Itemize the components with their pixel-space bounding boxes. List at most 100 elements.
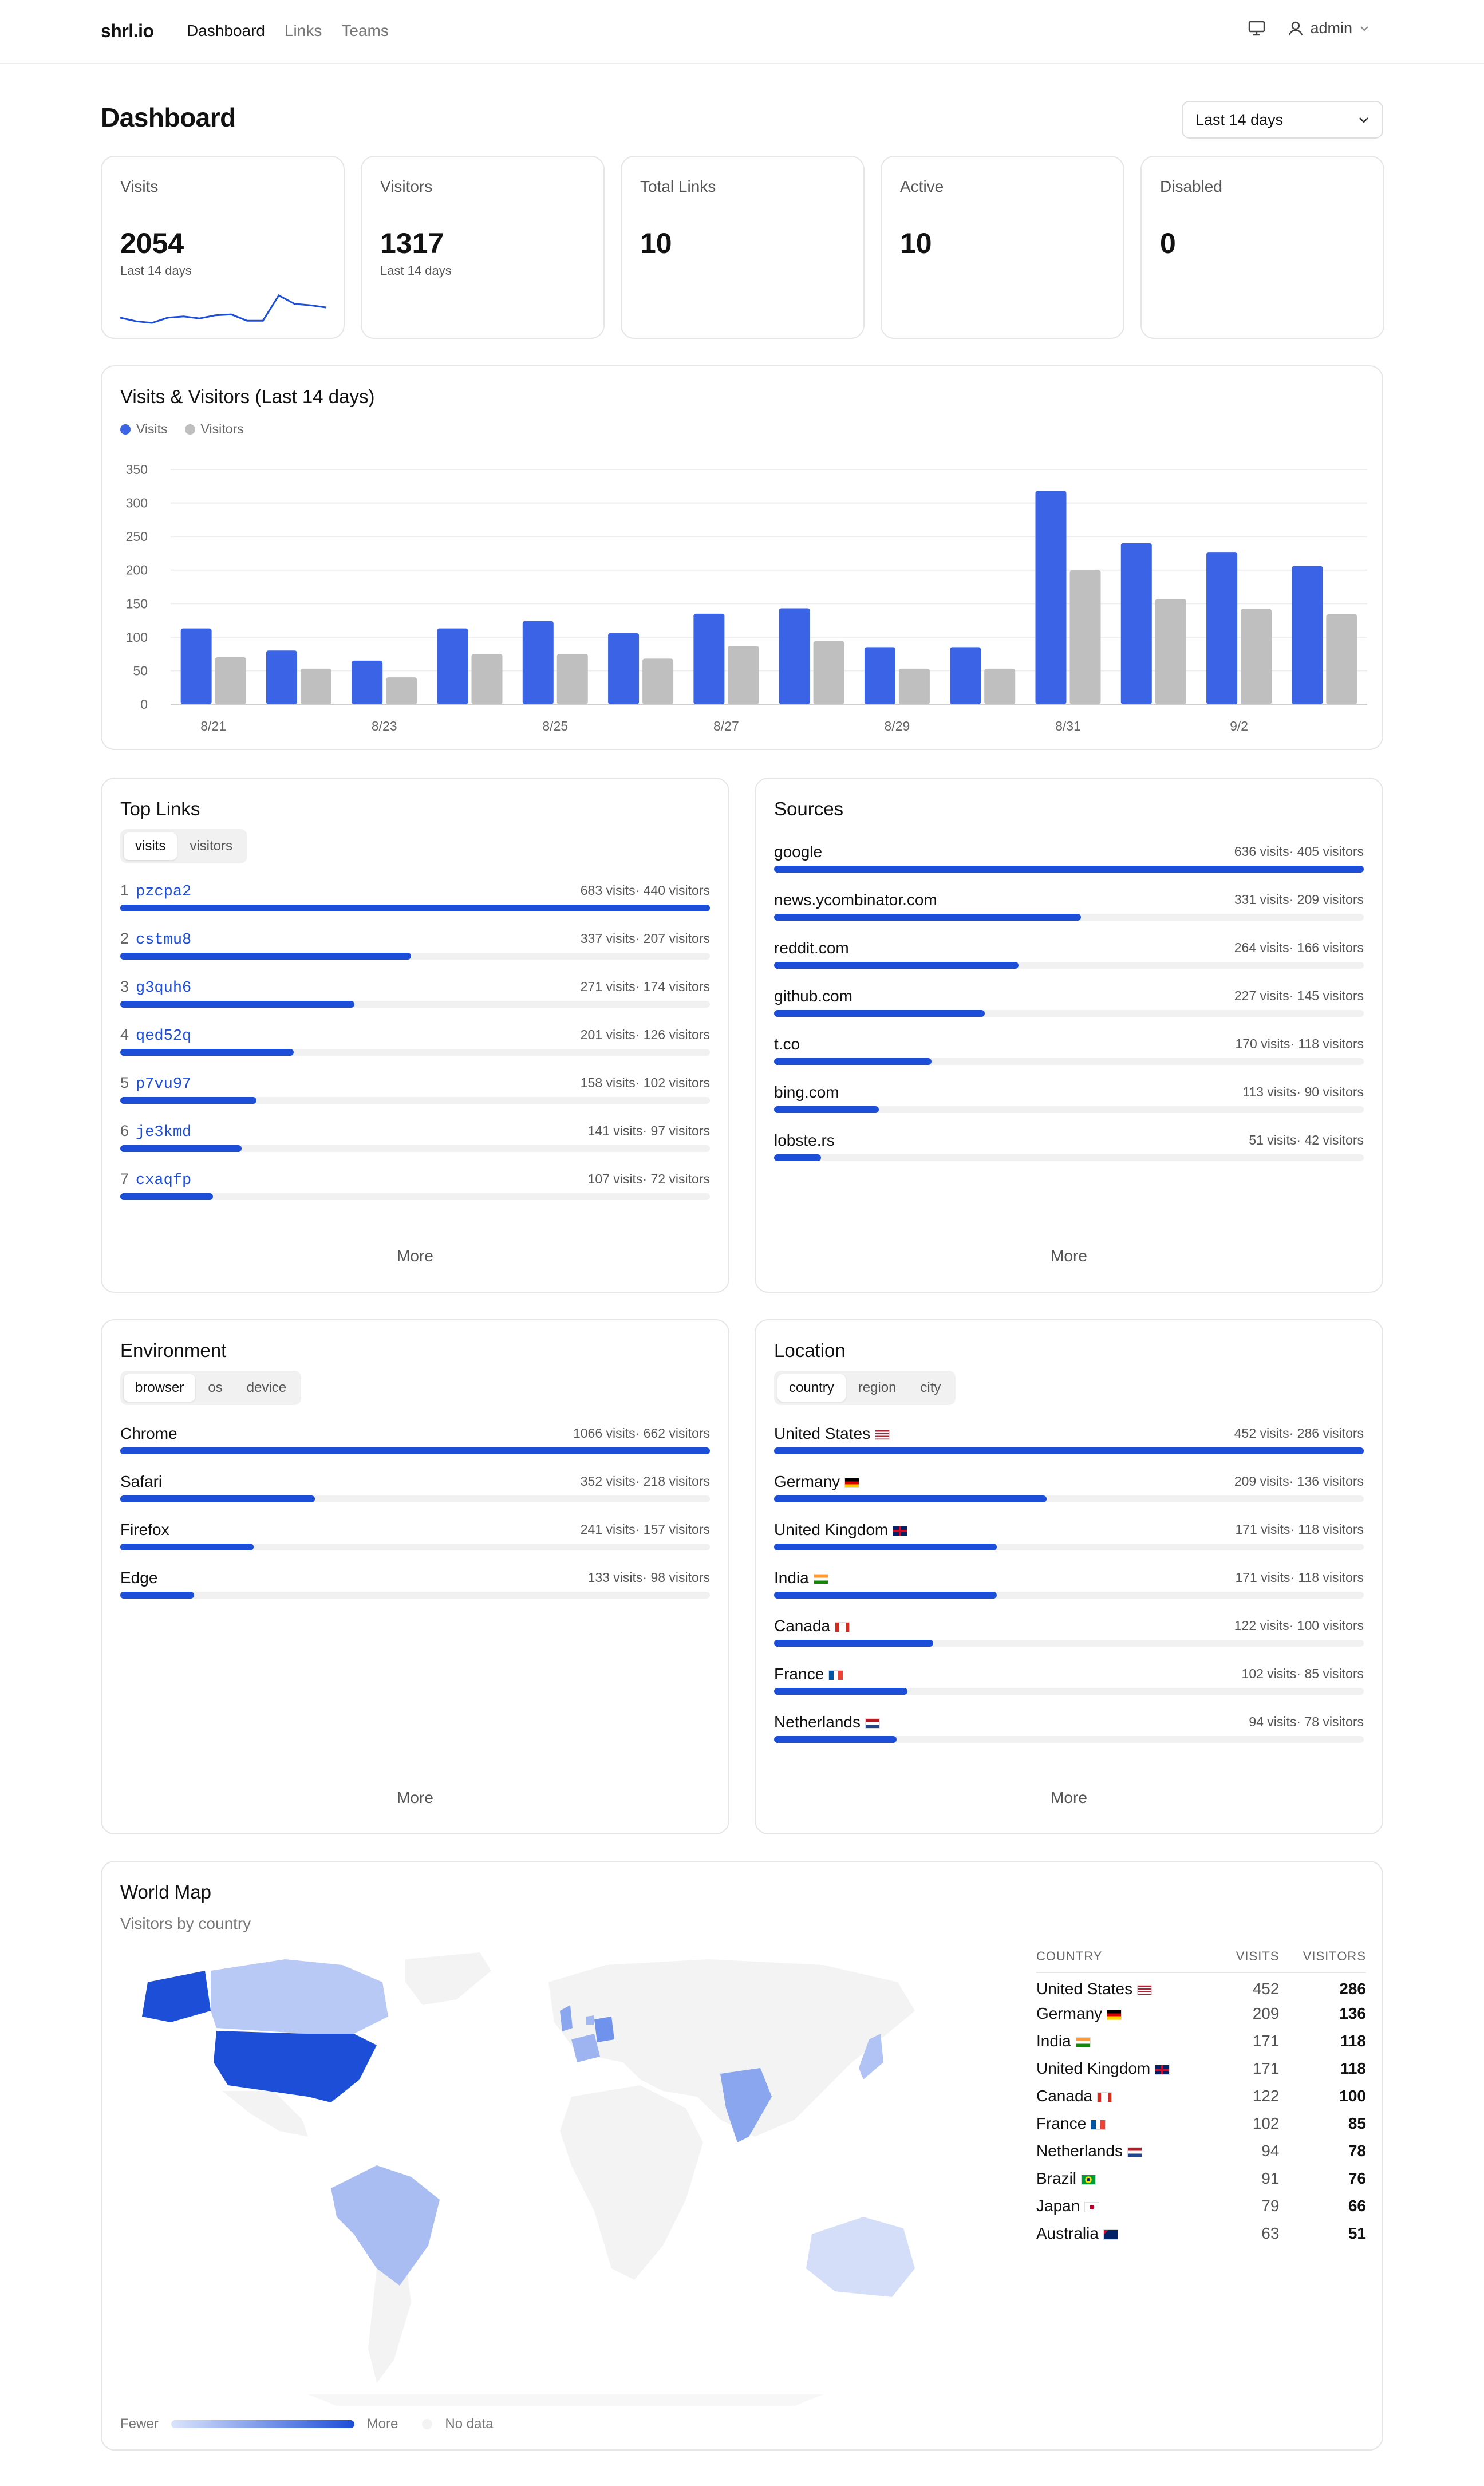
visits-bar[interactable] bbox=[522, 621, 554, 704]
row-name[interactable]: 5 p7vu97 bbox=[120, 1074, 191, 1093]
row-name[interactable]: 3 g3quh6 bbox=[120, 978, 191, 997]
sources-row[interactable]: google 636 visits· 405 visitors bbox=[774, 843, 1364, 891]
nav-teams[interactable]: Teams bbox=[341, 22, 389, 40]
row-name[interactable]: Edge bbox=[120, 1569, 157, 1587]
visitors-bar[interactable] bbox=[984, 668, 1016, 704]
visitors-bar[interactable] bbox=[471, 654, 503, 704]
visitors-bar[interactable] bbox=[386, 677, 417, 704]
location-more-button[interactable]: More bbox=[1051, 1789, 1087, 1806]
visits-bar[interactable] bbox=[352, 660, 383, 704]
location-row[interactable]: India 171 visits· 118 visitors bbox=[774, 1569, 1364, 1617]
map-alaska[interactable] bbox=[142, 1971, 211, 2022]
col-visitors[interactable]: VISITORS bbox=[1279, 1949, 1366, 1973]
visitors-bar[interactable] bbox=[813, 641, 844, 704]
tab-city[interactable]: city bbox=[920, 1380, 941, 1395]
row-name[interactable]: 2 cstmu8 bbox=[120, 930, 191, 949]
row-name[interactable]: Netherlands bbox=[774, 1713, 880, 1731]
user-menu[interactable]: admin bbox=[1288, 19, 1369, 37]
row-name[interactable]: github.com bbox=[774, 987, 852, 1005]
country-row[interactable]: Germany 209 136 bbox=[1036, 2000, 1366, 2027]
visitors-bar[interactable] bbox=[1155, 599, 1186, 704]
row-name[interactable]: 6 je3kmd bbox=[120, 1122, 191, 1141]
top-links-row[interactable]: 2 cstmu8 337 visits· 207 visitors bbox=[120, 930, 710, 978]
map-france[interactable] bbox=[571, 2034, 600, 2062]
row-name[interactable]: Chrome bbox=[120, 1424, 177, 1443]
visits-bar[interactable] bbox=[779, 608, 810, 704]
row-name[interactable]: google bbox=[774, 843, 822, 861]
map-japan[interactable] bbox=[859, 2034, 883, 2079]
map-usa[interactable] bbox=[214, 2031, 377, 2102]
visitors-bar[interactable] bbox=[642, 658, 674, 704]
country-row[interactable]: Japan 79 66 bbox=[1036, 2192, 1366, 2220]
sources-row[interactable]: news.ycombinator.com 331 visits· 209 visi… bbox=[774, 891, 1364, 939]
sources-row[interactable]: lobste.rs 51 visits· 42 visitors bbox=[774, 1131, 1364, 1179]
map-australia[interactable] bbox=[806, 2217, 915, 2297]
environment-row[interactable]: Chrome 1066 visits· 662 visitors bbox=[120, 1424, 710, 1473]
visits-bar[interactable] bbox=[437, 628, 468, 704]
map-germany[interactable] bbox=[594, 2017, 614, 2042]
legend-visitors[interactable]: Visitors bbox=[184, 421, 244, 437]
visitors-bar[interactable] bbox=[215, 657, 246, 704]
row-name[interactable]: lobste.rs bbox=[774, 1131, 835, 1150]
visitors-bar[interactable] bbox=[556, 654, 588, 704]
location-row[interactable]: Germany 209 visits· 136 visitors bbox=[774, 1473, 1364, 1521]
visits-bar[interactable] bbox=[1292, 566, 1323, 704]
visits-bar[interactable] bbox=[693, 613, 725, 704]
col-country[interactable]: COUNTRY bbox=[1036, 1949, 1220, 1973]
visits-bar[interactable] bbox=[864, 647, 895, 704]
map-brazil[interactable] bbox=[331, 2165, 440, 2286]
row-name[interactable]: 7 cxaqfp bbox=[120, 1170, 191, 1189]
col-visits[interactable]: VISITS bbox=[1219, 1949, 1280, 1973]
location-row[interactable]: Canada 122 visits· 100 visitors bbox=[774, 1617, 1364, 1665]
top-links-more-button[interactable]: More bbox=[397, 1247, 433, 1265]
environment-row[interactable]: Safari 352 visits· 218 visitors bbox=[120, 1473, 710, 1521]
row-name[interactable]: United Kingdom bbox=[774, 1521, 908, 1539]
map-eurasia[interactable] bbox=[548, 1959, 915, 2137]
visitors-bar[interactable] bbox=[300, 668, 331, 704]
row-name[interactable]: Safari bbox=[120, 1473, 162, 1491]
location-row[interactable]: United States 452 visits· 286 visitors bbox=[774, 1424, 1364, 1473]
map-greenland[interactable] bbox=[405, 1952, 491, 2005]
row-name[interactable]: United States bbox=[774, 1424, 890, 1443]
country-row[interactable]: India 171 118 bbox=[1036, 2027, 1366, 2055]
monitor-icon[interactable] bbox=[1248, 21, 1265, 37]
map-uk[interactable] bbox=[560, 2005, 573, 2031]
tab-visits[interactable]: visits bbox=[124, 832, 177, 860]
top-links-row[interactable]: 6 je3kmd 141 visits· 97 visitors bbox=[120, 1122, 710, 1170]
environment-row[interactable]: Edge 133 visits· 98 visitors bbox=[120, 1569, 710, 1617]
country-row[interactable]: Brazil 91 76 bbox=[1036, 2165, 1366, 2192]
row-name[interactable]: 1 pzcpa2 bbox=[120, 882, 191, 901]
visitors-bar[interactable] bbox=[1326, 614, 1357, 704]
map-canada[interactable] bbox=[211, 1959, 388, 2034]
visitors-bar[interactable] bbox=[728, 646, 759, 704]
visits-bar[interactable] bbox=[180, 628, 212, 704]
top-links-row[interactable]: 7 cxaqfp 107 visits· 72 visitors bbox=[120, 1170, 710, 1218]
legend-visits[interactable]: Visits bbox=[120, 421, 168, 437]
map-mexico[interactable] bbox=[222, 2091, 308, 2137]
sources-row[interactable]: bing.com 113 visits· 90 visitors bbox=[774, 1083, 1364, 1131]
sources-row[interactable]: reddit.com 264 visits· 166 visitors bbox=[774, 939, 1364, 987]
top-links-row[interactable]: 1 pzcpa2 683 visits· 440 visitors bbox=[120, 882, 710, 930]
visits-bar[interactable] bbox=[1206, 552, 1238, 704]
visitors-bar[interactable] bbox=[1069, 570, 1101, 704]
tab-device[interactable]: device bbox=[246, 1380, 287, 1395]
row-name[interactable]: Firefox bbox=[120, 1521, 169, 1539]
sources-more-button[interactable]: More bbox=[1051, 1247, 1087, 1265]
row-name[interactable]: Canada bbox=[774, 1617, 850, 1635]
visits-bar[interactable] bbox=[1035, 491, 1067, 704]
tab-os[interactable]: os bbox=[208, 1380, 223, 1395]
country-row[interactable]: Australia 63 51 bbox=[1036, 2220, 1366, 2247]
environment-row[interactable]: Firefox 241 visits· 157 visitors bbox=[120, 1521, 710, 1569]
sources-row[interactable]: t.co 170 visits· 118 visitors bbox=[774, 1035, 1364, 1083]
row-name[interactable]: India bbox=[774, 1569, 828, 1587]
tab-visitors[interactable]: visitors bbox=[190, 838, 233, 854]
country-row[interactable]: Netherlands 94 78 bbox=[1036, 2137, 1366, 2165]
row-name[interactable]: t.co bbox=[774, 1035, 800, 1053]
top-links-row[interactable]: 5 p7vu97 158 visits· 102 visitors bbox=[120, 1074, 710, 1122]
row-name[interactable]: Germany bbox=[774, 1473, 860, 1491]
location-row[interactable]: Netherlands 94 visits· 78 visitors bbox=[774, 1713, 1364, 1761]
tab-browser[interactable]: browser bbox=[124, 1374, 196, 1402]
map-antarctica[interactable] bbox=[308, 2394, 823, 2406]
top-links-row[interactable]: 3 g3quh6 271 visits· 174 visitors bbox=[120, 978, 710, 1026]
map-india[interactable] bbox=[720, 2068, 772, 2142]
